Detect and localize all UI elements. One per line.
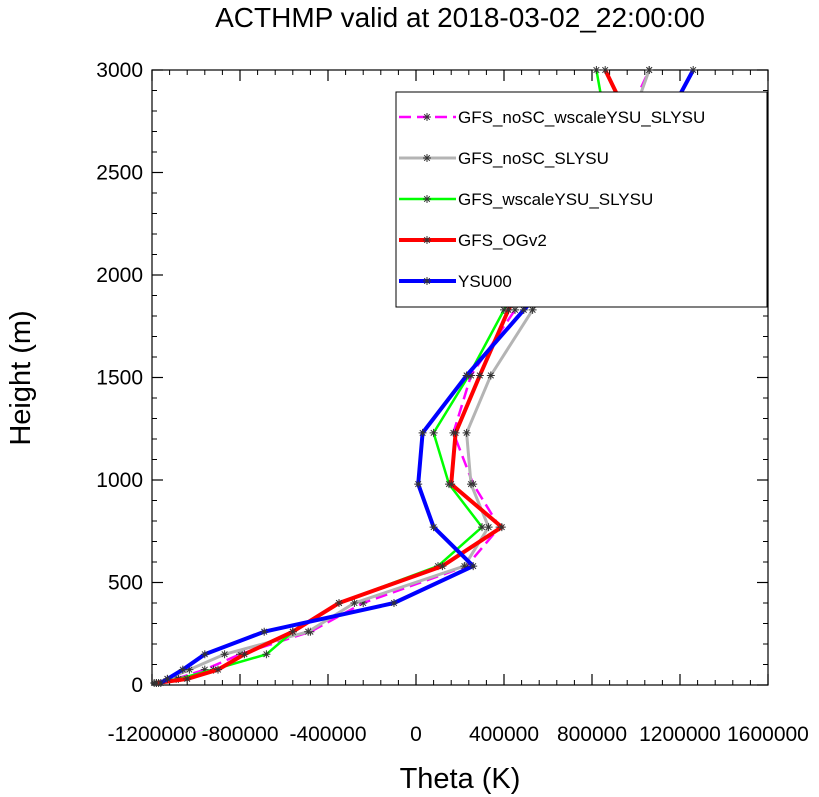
legend-box	[395, 91, 768, 308]
legend-label: GFS_wscaleYSU_SLYSU	[458, 190, 653, 209]
series-point-marker	[467, 480, 475, 489]
series-point-marker	[152, 678, 161, 687]
series-point-marker	[689, 66, 698, 74]
series-point-marker	[183, 674, 192, 683]
y-tick-label: 0	[131, 674, 143, 697]
series-point-marker	[260, 627, 269, 636]
series-point-marker	[447, 480, 456, 489]
series-point-marker	[601, 66, 610, 74]
series-point-marker	[335, 599, 343, 607]
series-point-marker	[288, 627, 297, 636]
series-point-marker	[478, 523, 486, 532]
series-point-marker	[262, 650, 271, 659]
series-point-marker	[178, 665, 187, 674]
series-point-marker	[220, 650, 229, 659]
legend: GFS_noSC_wscaleYSU_SLYSU GFS_noSC_SLYSU GF…	[395, 91, 768, 308]
legend-label: YSU00	[458, 272, 512, 291]
series-point-marker	[504, 305, 513, 314]
series-point-marker	[185, 665, 194, 674]
legend-label: GFS_noSC_SLYSU	[458, 149, 609, 168]
series-point-marker	[645, 66, 654, 74]
y-tick-label: 1000	[96, 469, 143, 492]
series-point-marker	[236, 650, 244, 659]
series-point-marker	[528, 305, 537, 314]
y-tick-label: 2000	[96, 264, 143, 287]
x-tick-label: 1600000	[727, 723, 809, 746]
x-tick-label: -800000	[201, 723, 278, 746]
y-axis-label: Height (m)	[5, 310, 37, 445]
series-point-marker	[500, 305, 508, 314]
series-point-marker	[350, 599, 359, 607]
series-point-marker	[200, 665, 209, 674]
x-tick-label: 800000	[557, 723, 627, 746]
x-axis: -1200000 -800000 -400000 0 400000 800000 12000…	[108, 70, 809, 746]
legend-label: GFS_noSC_wscaleYSU_SLYSU	[458, 108, 705, 127]
series-point-marker	[460, 562, 469, 571]
series-point-marker	[486, 371, 495, 380]
y-tick-label: 2500	[96, 162, 143, 185]
series-point-marker	[511, 305, 519, 314]
legend-label: GFS_OGv2	[458, 231, 547, 250]
series-point-marker	[214, 665, 222, 674]
chart-title: ACTHMP valid at 2018-03-02_22:00:00	[215, 2, 705, 33]
series-point-marker	[304, 627, 313, 636]
series-point-marker	[163, 674, 172, 683]
series-point-marker	[423, 113, 431, 121]
series-point-marker	[423, 195, 431, 203]
x-tick-label: 1200000	[639, 723, 721, 746]
series-point-marker	[462, 371, 471, 380]
series-point-marker	[359, 599, 368, 607]
series-point-marker	[240, 650, 249, 659]
series-point-marker	[423, 277, 431, 285]
series-point-marker	[475, 371, 484, 380]
series-point-marker	[390, 599, 398, 607]
series-point-marker	[469, 562, 478, 571]
series-point-marker	[438, 562, 447, 571]
series-point-marker	[429, 428, 438, 437]
x-tick-label: -400000	[289, 723, 366, 746]
series-point-marker	[497, 523, 506, 532]
y-tick-label: 1500	[96, 367, 143, 390]
series-point-marker	[462, 428, 471, 437]
series-point-marker	[156, 678, 165, 687]
series-point-marker	[423, 154, 431, 162]
series-point-marker	[200, 650, 209, 659]
series-point-marker	[484, 523, 493, 532]
x-axis-label: Theta (K)	[400, 763, 521, 795]
y-tick-label: 500	[108, 572, 143, 595]
series-point-marker	[429, 523, 438, 532]
x-tick-label: 0	[410, 723, 422, 746]
x-tick-label: 400000	[469, 723, 539, 746]
y-tick-label: 3000	[96, 59, 143, 82]
series-point-marker	[414, 480, 423, 489]
series-point-marker	[418, 428, 427, 437]
series-point-marker	[592, 66, 601, 74]
series-point-marker	[423, 236, 431, 244]
x-tick-label: -1200000	[108, 723, 197, 746]
series-point-marker	[519, 305, 528, 314]
series-point-marker	[451, 428, 460, 437]
